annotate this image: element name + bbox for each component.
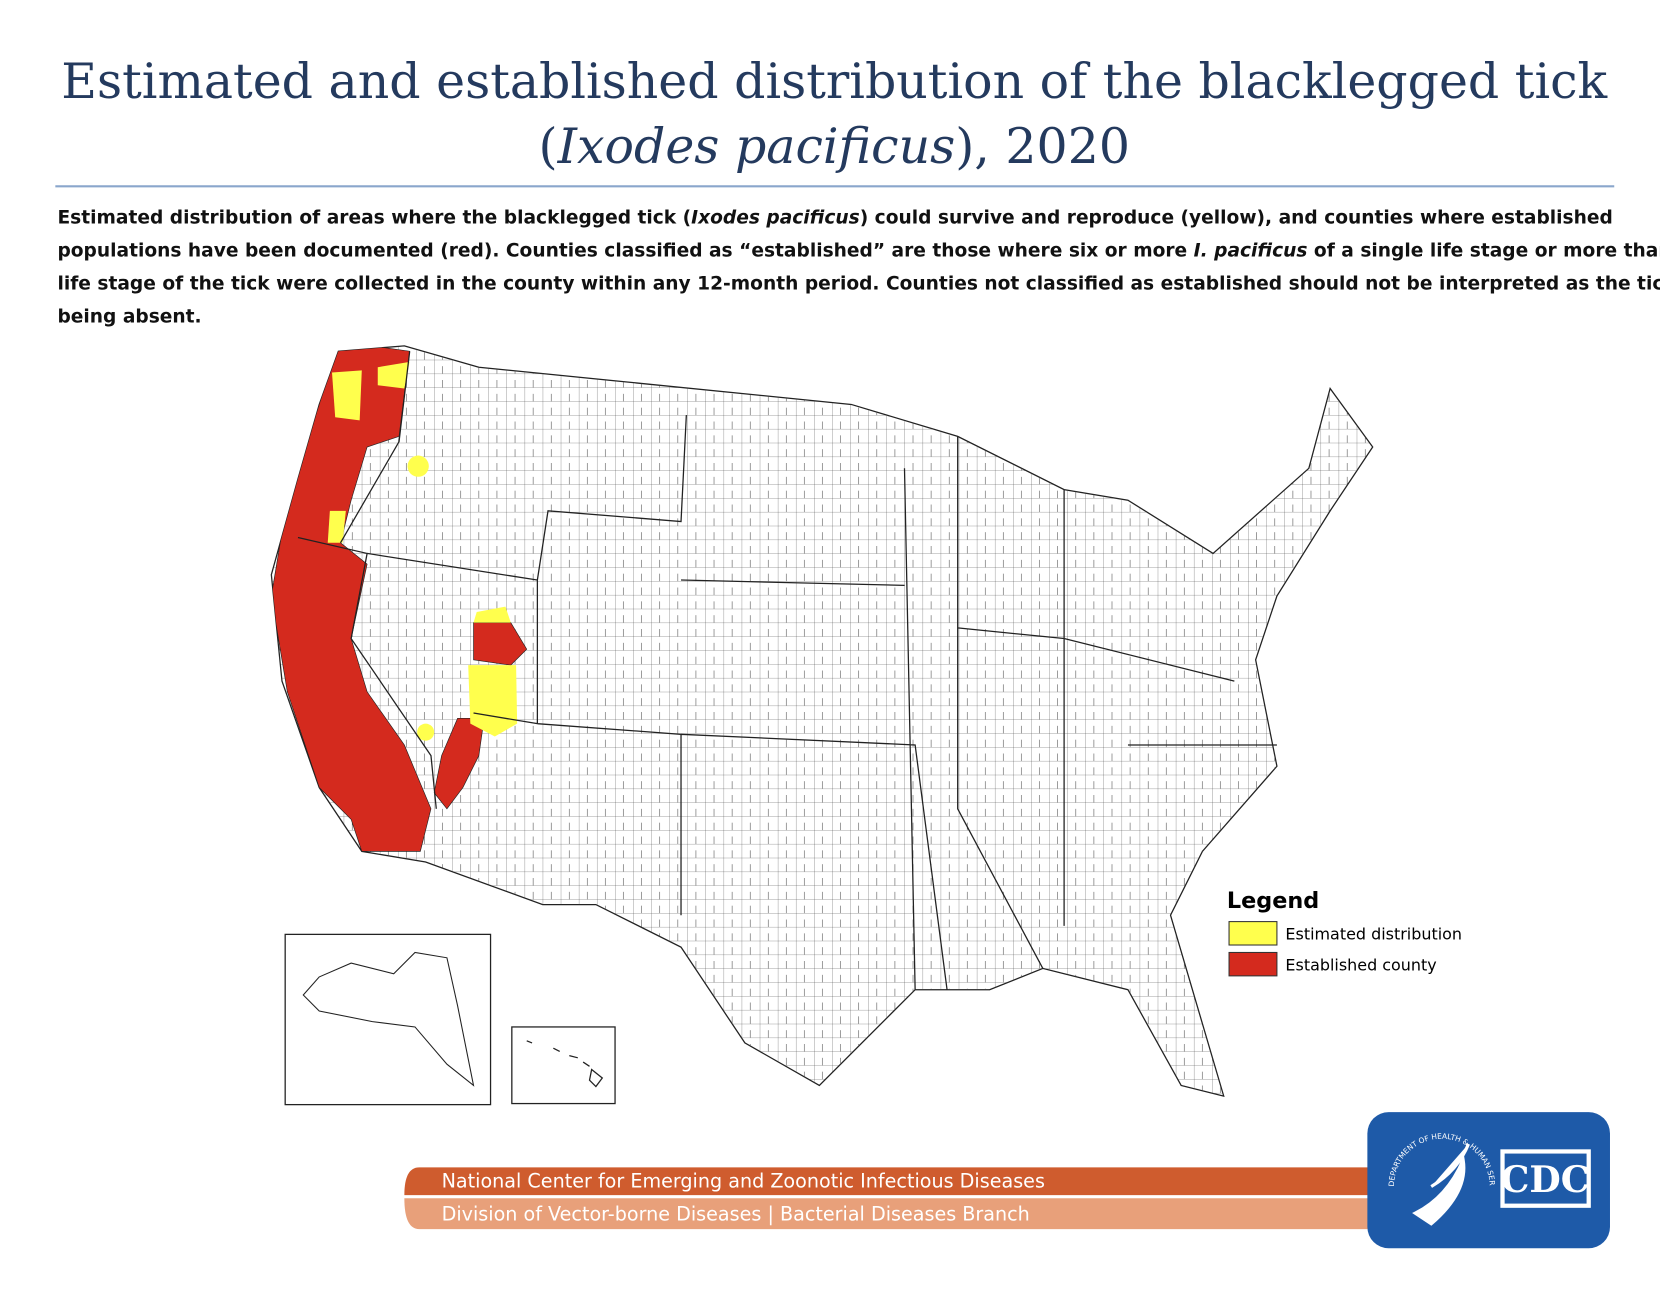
map-region <box>473 606 511 623</box>
text: life stage of the tick were collected in… <box>57 274 1660 295</box>
description-line: Estimated distribution of areas where th… <box>57 208 1612 229</box>
text: populations have been documented (red). … <box>57 241 1193 262</box>
map-region <box>377 361 410 389</box>
description-line: populations have been documented (red). … <box>57 241 1660 262</box>
logo-text: CDC <box>1501 1158 1590 1201</box>
map-region <box>327 510 346 543</box>
map-region <box>271 345 432 852</box>
footer: National Center for Emerging and Zoonoti… <box>404 1167 1373 1230</box>
estimated-region <box>327 361 518 741</box>
description-line: life stage of the tick were collected in… <box>57 274 1660 295</box>
map-region <box>417 723 435 741</box>
title-part: ( <box>539 118 558 175</box>
title-part: Ixodes pacificus <box>557 118 956 175</box>
legend-label: Estimated distribution <box>1285 925 1462 944</box>
text: ) could survive and reproduce (yellow), … <box>860 208 1613 229</box>
title: (Ixodes pacificus), 2020 <box>539 118 1130 175</box>
description: Estimated distribution of areas where th… <box>57 208 1660 328</box>
title: Estimated and established distribution o… <box>61 53 1607 110</box>
map-region <box>407 455 429 477</box>
alaska-inset <box>284 933 492 1106</box>
established-region <box>271 345 528 852</box>
legend-swatch <box>1228 951 1278 977</box>
footer-text: National Center for Emerging and Zoonoti… <box>442 1170 1045 1193</box>
map-region <box>468 665 518 737</box>
hawaii-inset <box>511 1026 616 1105</box>
legend-title: Legend <box>1227 888 1319 914</box>
text: of a single life stage or more than one <box>1307 241 1660 262</box>
text: Ixodes pacificus <box>691 208 860 229</box>
text: being absent. <box>57 307 201 328</box>
footer-bar <box>404 1198 1373 1230</box>
legend-swatch <box>1228 921 1278 946</box>
text: I. pacificus <box>1194 241 1308 262</box>
footer-bar <box>404 1167 1373 1196</box>
text: Estimated distribution of areas where th… <box>57 208 691 229</box>
description-line: being absent. <box>57 307 201 328</box>
legend-label: Established county <box>1285 956 1436 975</box>
map-region <box>332 370 362 421</box>
state-lines <box>297 351 1277 990</box>
legend: Legend Estimated distribution Establishe… <box>1227 888 1462 977</box>
footer-text: Division of Vector-borne Diseases | Bact… <box>442 1203 1030 1226</box>
title-part: ), 2020 <box>955 118 1130 175</box>
